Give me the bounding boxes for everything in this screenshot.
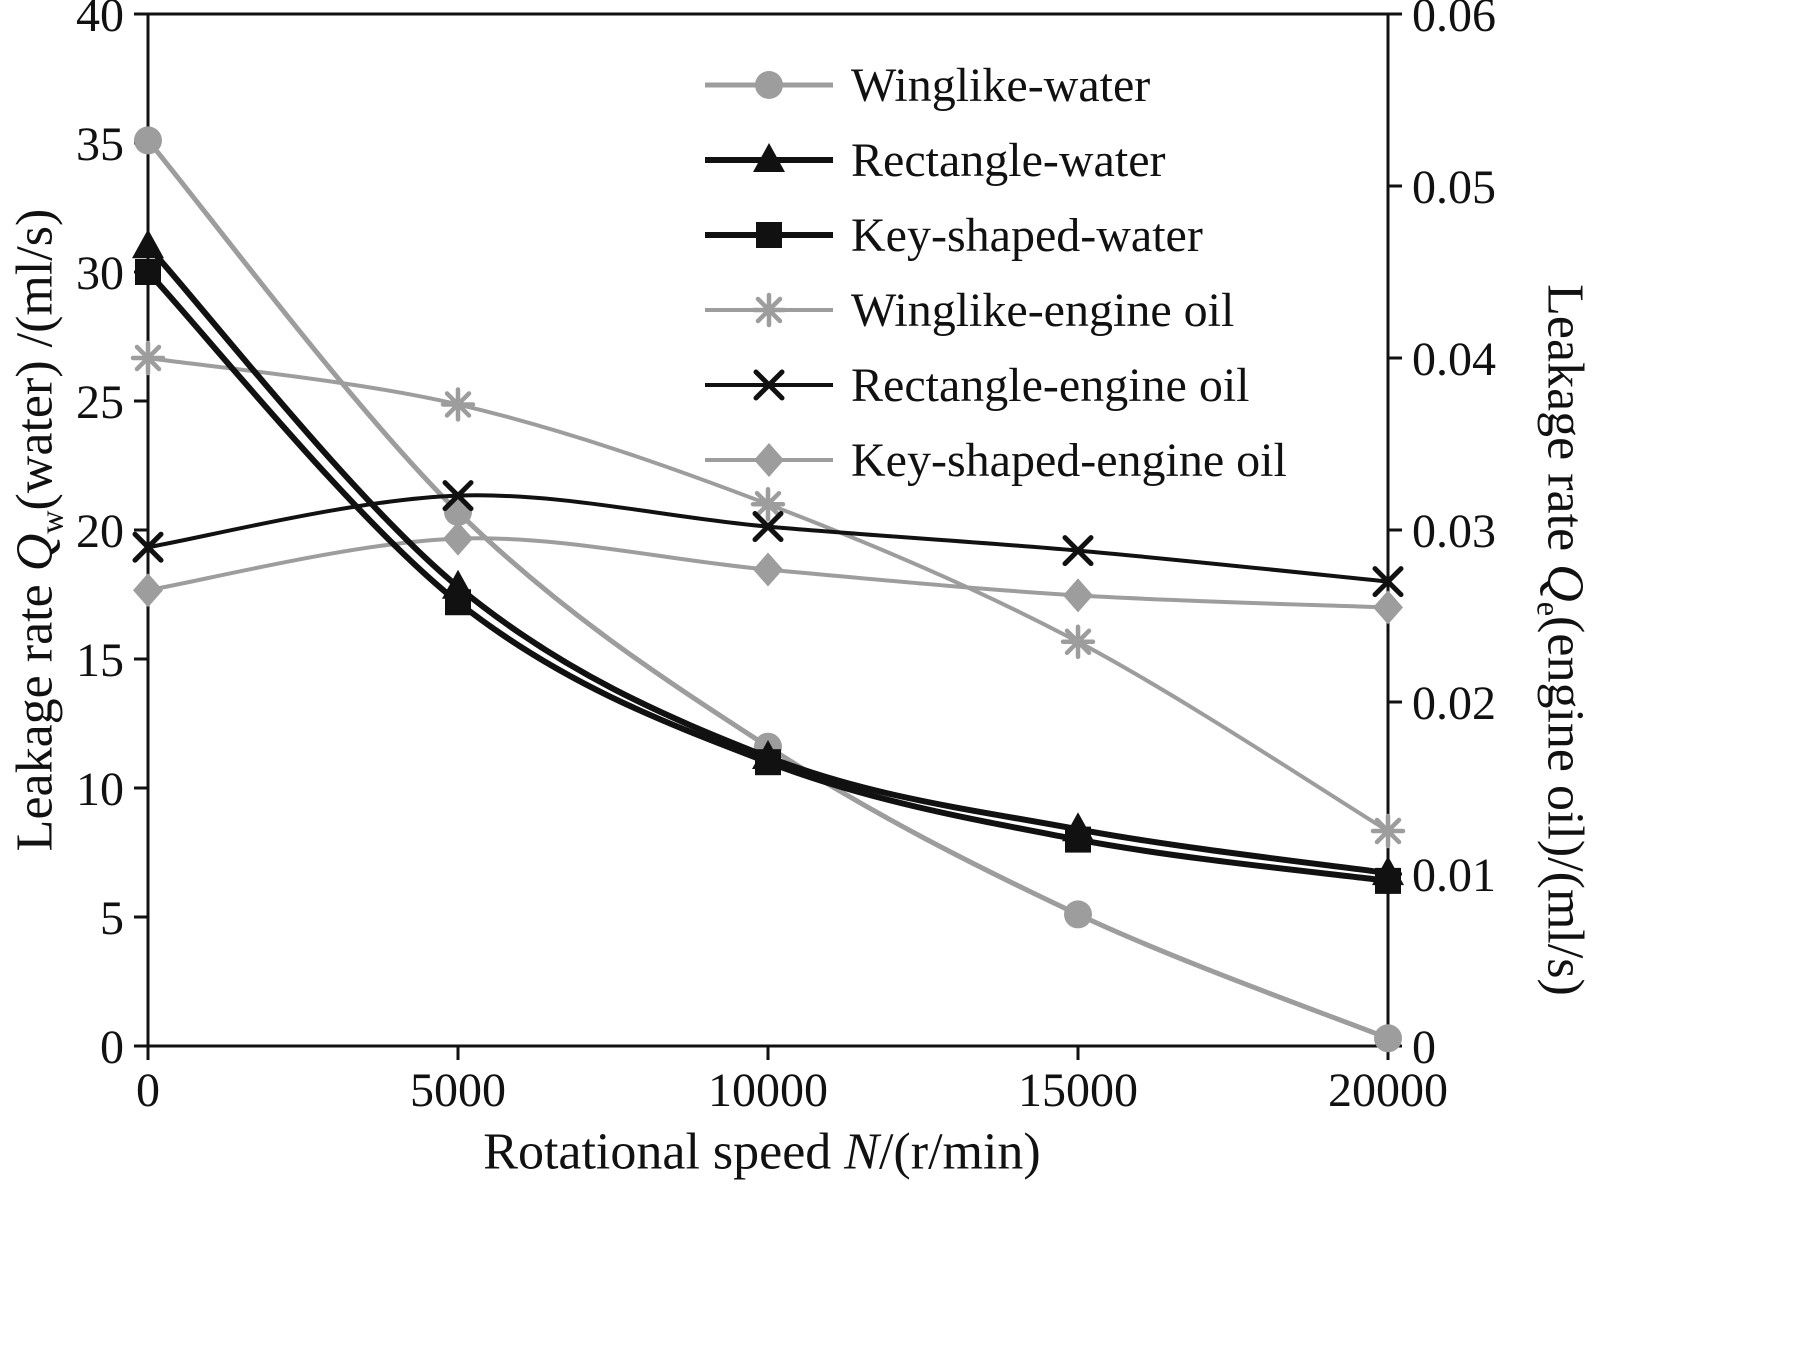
y-left-tick-label: 30 [76, 247, 124, 300]
series-marker-winglike-water [134, 126, 162, 155]
series-marker-rectangle-engine-oil [1372, 566, 1404, 598]
series-marker-winglike-engine-oil [130, 340, 166, 376]
series-marker-rectangle-engine-oil [132, 531, 164, 563]
series-marker-winglike-water [1374, 1024, 1402, 1053]
legend-marker-rectangle-water [753, 143, 785, 172]
series-line-rectangle-water [145, 243, 1391, 877]
y-right-tick-label: 0.04 [1412, 333, 1496, 386]
y-axis-title-right: Leakage rate Qe(engine oil)/(ml/s) [1529, 284, 1594, 996]
series-marker-winglike-water [1064, 900, 1092, 929]
series-marker-rectangle-engine-oil [752, 511, 784, 543]
x-axis-tick-label: 15000 [1018, 1064, 1138, 1117]
legend-marker-key-shaped-engine-oil [754, 443, 784, 477]
series-marker-key-shaped-engine-oil [1063, 578, 1093, 613]
series-marker-winglike-engine-oil [1060, 624, 1096, 660]
legend-label-key-shaped-engine-oil: Key-shaped-engine oil [851, 434, 1287, 487]
x-axis-tick-label: 5000 [410, 1064, 506, 1117]
series-marker-winglike-engine-oil [1370, 813, 1406, 849]
y-left-label-post: (water) /(ml/s) [6, 208, 64, 511]
x-axis-title: Rotational speed N/(r/min) [483, 1123, 1040, 1182]
y-right-tick-label: 0.01 [1412, 849, 1496, 902]
y-left-tick-label: 15 [76, 634, 124, 687]
x-axis-tick-label: 10000 [708, 1064, 828, 1117]
y-right-tick-label: 0.06 [1412, 0, 1496, 42]
series-marker-key-shaped-engine-oil [443, 521, 473, 556]
x-axis-tick-label: 20000 [1328, 1064, 1448, 1117]
series-line-winglike-water [145, 137, 1391, 1041]
y-left-tick-label: 40 [76, 0, 124, 42]
series-marker-key-shaped-engine-oil [1373, 590, 1403, 625]
series-marker-rectangle-engine-oil [442, 480, 474, 512]
y-left-label-var: Q [6, 533, 64, 572]
y-right-label-var: Q [1536, 564, 1594, 602]
legend-label-winglike-water: Winglike-water [851, 59, 1150, 112]
y-right-tick-label: 0.02 [1412, 677, 1496, 730]
y-left-tick-label: 0 [100, 1021, 124, 1074]
y-left-tick-label: 20 [76, 505, 124, 558]
series-marker-key-shaped-water [445, 589, 471, 616]
series-marker-rectangle-water [132, 229, 164, 259]
x-label-var: N [844, 1123, 879, 1181]
x-axis-tick-label: 0 [136, 1064, 160, 1117]
y-right-tick-label: 0.05 [1412, 161, 1496, 214]
series-marker-key-shaped-engine-oil [133, 573, 163, 608]
y-left-label-pre: Leakage rate [6, 571, 64, 852]
legend-marker-winglike-water [755, 71, 783, 99]
series-marker-key-shaped-water [1375, 867, 1401, 894]
series-marker-rectangle-engine-oil [1062, 535, 1094, 567]
y-left-tick-label: 25 [76, 376, 124, 429]
legend-marker-rectangle-engine-oil [753, 369, 785, 401]
series-marker-key-shaped-engine-oil [753, 552, 783, 587]
legend-label-rectangle-water: Rectangle-water [851, 134, 1166, 187]
y-left-tick-label: 5 [100, 892, 124, 945]
x-label-pre: Rotational speed [483, 1123, 845, 1181]
series-line-key-shaped-water [145, 269, 1391, 884]
legend-label-rectangle-engine-oil: Rectangle-engine oil [851, 359, 1250, 412]
y-left-label-sub: w [33, 510, 70, 534]
legend-label-winglike-engine-oil: Winglike-engine oil [851, 284, 1234, 337]
legend-marker-winglike-engine-oil [751, 292, 787, 328]
series-marker-winglike-engine-oil [750, 486, 786, 522]
series-marker-winglike-engine-oil [440, 387, 476, 422]
y-left-tick-label: 10 [76, 763, 124, 816]
y-right-label-sub: e [1530, 601, 1567, 617]
series-marker-key-shaped-water [755, 749, 781, 776]
x-label-post: /(r/min) [878, 1123, 1041, 1181]
y-right-label-post: (engine oil)/(ml/s) [1536, 616, 1594, 996]
y-left-tick-label: 35 [76, 118, 124, 171]
legend-label-key-shaped-water: Key-shaped-water [851, 209, 1203, 262]
series-marker-key-shaped-water [1065, 826, 1091, 853]
y-axis-title-left: Leakage rate Qw(water) /(ml/s) [5, 209, 70, 852]
legend-marker-key-shaped-water [756, 222, 782, 248]
series-marker-key-shaped-water [135, 259, 161, 285]
y-right-label-pre: Leakage rate [1536, 284, 1594, 565]
y-right-tick-label: 0 [1412, 1021, 1436, 1074]
y-right-tick-label: 0.03 [1412, 505, 1496, 558]
